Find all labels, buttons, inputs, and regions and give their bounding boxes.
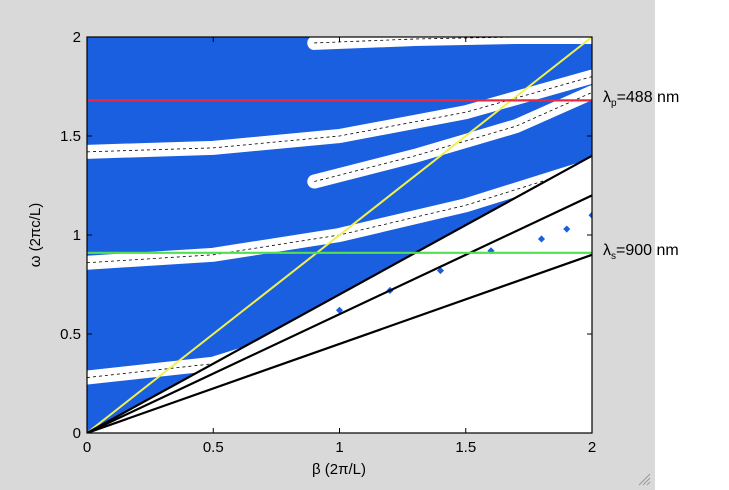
label-symbol: λ [603, 89, 611, 107]
guided-mode-point [537, 235, 546, 243]
light-line-2 [87, 194, 592, 433]
x-tick-label: 1.5 [455, 439, 476, 456]
y-tick-label: 0.5 [60, 326, 81, 343]
light-line-yellow [87, 37, 592, 433]
y-tick-label: 2 [73, 29, 81, 46]
label-value: =900 nm [616, 241, 679, 259]
x-tick-label: 0 [83, 439, 91, 456]
guided-mode-point [563, 225, 571, 233]
label-symbol: λ [603, 241, 611, 259]
guided-mode-point [588, 211, 592, 219]
wavelength-label-p: λp=488 nm [603, 89, 679, 109]
guided-mode-point [436, 267, 445, 275]
x-tick-label: 0.5 [203, 439, 224, 456]
label-value: =488 nm [616, 89, 680, 107]
wavelength-label-s: λs=900 nm [603, 242, 679, 262]
x-tick-label: 1 [335, 439, 343, 456]
label-subscript: p [611, 98, 617, 110]
label-subscript: s [611, 251, 616, 262]
axis-ticks: 0 0.5 1 1.5 2 0 0.5 1 1.5 2 [60, 29, 596, 456]
gap-band-edge-3 [314, 92, 592, 182]
x-axis-label: β (2π/L) [312, 461, 366, 478]
light-line-1 [87, 154, 592, 433]
guided-mode-point [335, 306, 344, 314]
y-tick-label: 0 [73, 425, 81, 442]
y-axis-label: ω (2πc/L) [27, 203, 44, 268]
x-tick-label: 2 [588, 439, 596, 456]
dispersion-lines [87, 37, 592, 433]
light-line-3 [87, 253, 592, 433]
y-tick-label: 1.5 [60, 128, 81, 145]
gap-band-edge-0 [87, 76, 592, 153]
resize-grip-icon[interactable] [637, 472, 651, 486]
y-tick-label: 1 [73, 227, 81, 244]
